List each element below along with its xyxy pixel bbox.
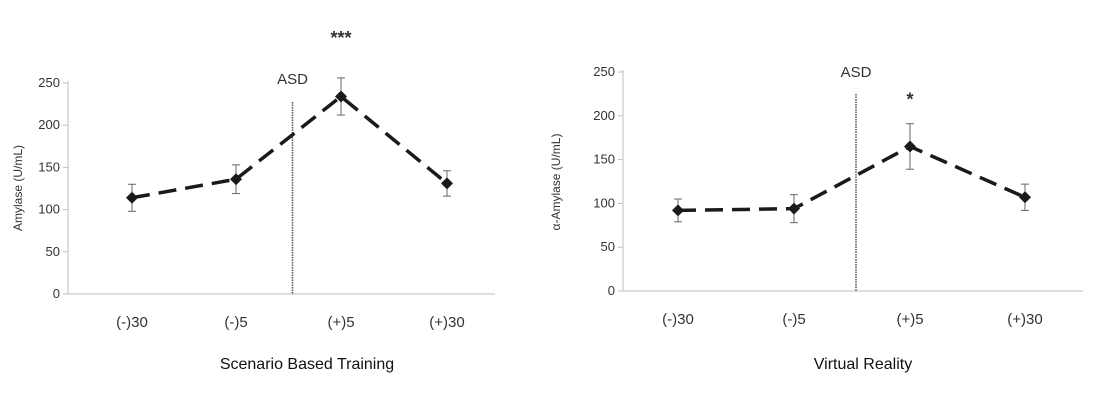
x-tick-label: (-)5 <box>224 314 247 331</box>
data-point <box>335 90 347 103</box>
chart-virtual-reality: 0 50 100 150 200 250 α-Amylase (U/mL) (-)30 (-)5… <box>549 64 1083 328</box>
significance-label: * <box>906 90 913 110</box>
y-tick-label: 100 <box>38 202 60 217</box>
x-tick-label: (+)30 <box>429 314 464 331</box>
y-axis-label: Amylase (U/mL) <box>11 145 25 231</box>
y-axis-label: α-Amylase (U/mL) <box>549 134 563 231</box>
data-point <box>672 204 684 217</box>
x-tick-label: (+)5 <box>896 311 923 328</box>
chart-scenario-based-training: 0 50 100 150 200 250 Amylase (U/mL) (-)30 (-)5 (+… <box>11 28 495 331</box>
chart-1-caption: Scenario Based Training <box>219 356 395 373</box>
significance-label: *** <box>330 28 351 48</box>
data-point <box>126 191 138 204</box>
series-line <box>677 144 1026 213</box>
y-tick-label: 150 <box>38 159 60 174</box>
y-tick-label: 250 <box>593 64 615 79</box>
data-point <box>230 173 242 186</box>
y-tick-label: 150 <box>593 152 615 167</box>
y-tick-label: 200 <box>593 108 615 123</box>
x-tick-label: (+)30 <box>1007 311 1042 328</box>
series-line <box>131 94 449 200</box>
y-tick-label: 0 <box>608 283 615 298</box>
x-tick-label: (-)30 <box>662 311 694 328</box>
y-tick-label: 200 <box>38 117 60 132</box>
event-label: ASD <box>841 64 872 81</box>
x-tick-label: (-)30 <box>116 314 148 331</box>
data-point <box>788 202 800 215</box>
y-tick-label: 50 <box>601 239 615 254</box>
data-point <box>441 177 453 190</box>
y-tick-label: 250 <box>38 75 60 90</box>
x-tick-label: (+)5 <box>327 314 354 331</box>
y-tick-label: 100 <box>593 195 615 210</box>
data-point <box>904 140 916 153</box>
chart-2-caption: Virtual Reality <box>813 356 913 373</box>
data-point <box>1019 191 1031 204</box>
event-label: ASD <box>277 71 308 88</box>
y-tick-label: 50 <box>46 244 60 259</box>
x-tick-label: (-)5 <box>782 311 805 328</box>
y-tick-label: 0 <box>53 286 60 301</box>
